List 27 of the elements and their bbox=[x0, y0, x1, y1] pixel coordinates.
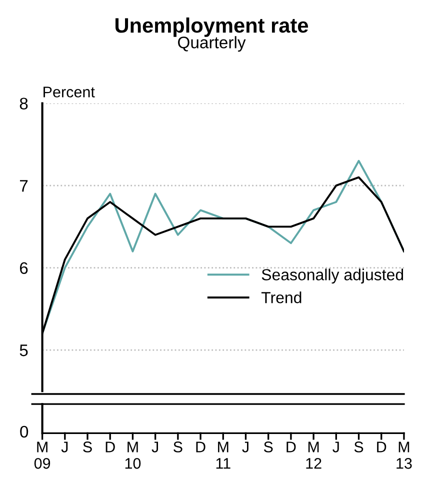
legend-label: Trend bbox=[261, 292, 302, 304]
y-tick-label: 5 bbox=[20, 344, 28, 356]
y-axis-title: Percent bbox=[44, 86, 95, 98]
y-tick-label: 7 bbox=[20, 180, 28, 192]
x-tick-label: M 13 bbox=[396, 442, 412, 469]
y-tick-label: 6 bbox=[20, 262, 28, 274]
x-tick-label: S bbox=[354, 442, 364, 452]
x-tick-label: S bbox=[264, 442, 273, 452]
x-tick-label: J bbox=[242, 442, 248, 452]
chart-subtitle: Quarterly bbox=[178, 36, 246, 52]
x-tick-label: S bbox=[174, 442, 182, 452]
x-tick-label: M 10 bbox=[125, 442, 141, 469]
x-tick-label: D bbox=[196, 442, 206, 452]
text: 0 bbox=[20, 426, 28, 438]
x-tick-label: S bbox=[83, 442, 92, 452]
x-tick-label: D bbox=[106, 442, 115, 452]
x-tick-label: J bbox=[61, 442, 68, 452]
legend-label: Seasonally adjusted bbox=[262, 268, 404, 284]
x-tick-label: M 09 bbox=[34, 442, 50, 469]
chart-title: Unemployment rate bbox=[116, 17, 308, 37]
x-tick-label: J bbox=[152, 442, 158, 452]
y-tick-label: 8 bbox=[20, 98, 28, 110]
x-tick-label: M 12 bbox=[306, 442, 322, 469]
x-tick-label: J bbox=[332, 442, 339, 452]
x-tick-label: M 11 bbox=[216, 442, 230, 469]
x-tick-label: D bbox=[286, 442, 296, 452]
x-tick-label: D bbox=[377, 442, 386, 452]
